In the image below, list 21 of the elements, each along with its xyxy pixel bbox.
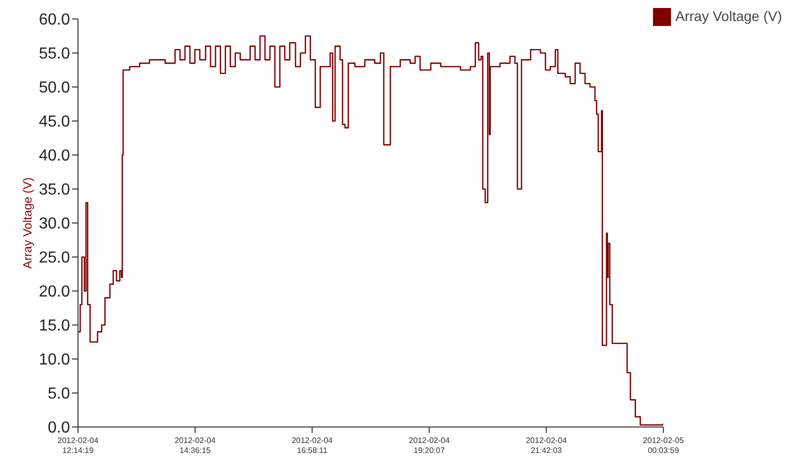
y-tick-label: 0.0 (48, 420, 70, 437)
x-tick-label: 2012-02-04 16:58:11 (292, 436, 334, 455)
y-tick-label: 10.0 (38, 352, 70, 369)
y-tick-label: 30.0 (38, 216, 70, 233)
y-tick-label: 45.0 (38, 114, 70, 131)
y-tick-label: 5.0 (48, 386, 70, 403)
y-tick-label: 60.0 (38, 12, 70, 29)
legend-label: Array Voltage (V) (675, 8, 782, 24)
y-tick-label: 40.0 (38, 148, 70, 165)
x-tick-label: 2012-02-04 21:42:03 (526, 436, 568, 455)
y-axis-title: Array Voltage (V) (20, 177, 34, 269)
y-tick-label: 25.0 (38, 250, 70, 267)
x-tick-label: 2012-02-04 12:14:19 (58, 436, 100, 455)
x-tick-label: 2012-02-04 19:20:07 (408, 436, 450, 455)
y-tick-label: 55.0 (38, 46, 70, 63)
x-tick-label: 2012-02-04 14:36:15 (174, 436, 216, 455)
y-tick-label: 50.0 (38, 80, 70, 97)
y-tick-label: 35.0 (38, 182, 70, 199)
y-tick-label: 15.0 (38, 318, 70, 335)
x-tick-label: 2012-02-05 00:03:59 (642, 436, 684, 455)
y-tick-label: 20.0 (38, 284, 70, 301)
